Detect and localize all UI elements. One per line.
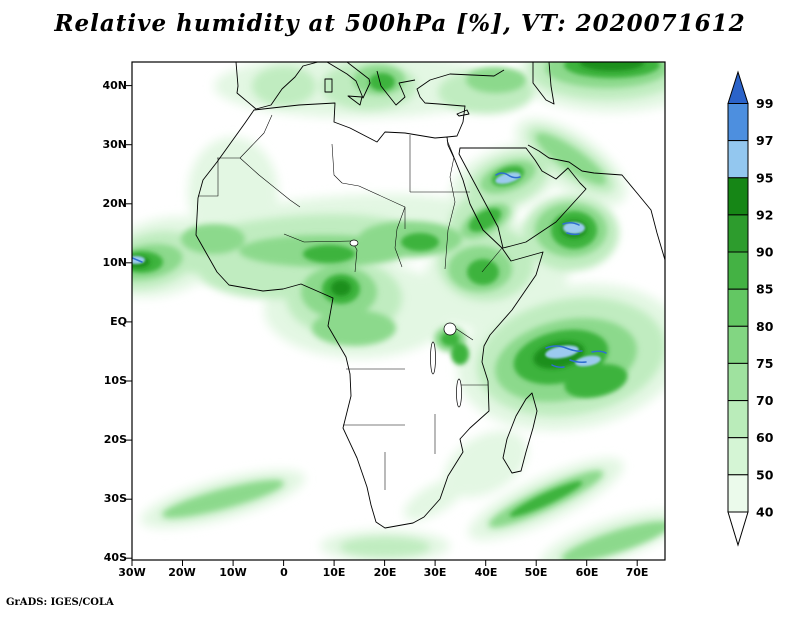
colorbar-tick-label: 60 xyxy=(756,430,774,445)
nile-river xyxy=(444,139,456,270)
colorbar-tick-label: 97 xyxy=(756,133,773,148)
colorbar-tick-label: 40 xyxy=(756,505,774,520)
lat-tick-label: EQ xyxy=(110,315,127,328)
lon-tick-label: 40E xyxy=(474,566,498,579)
colorbar-tick-label: 80 xyxy=(756,319,774,334)
lon-tick-label: 20E xyxy=(373,566,397,579)
lon-tick-label: 10E xyxy=(322,566,346,579)
colorbar-segment xyxy=(727,437,749,476)
lon-tick-label: 30W xyxy=(118,566,146,579)
colorbar-segment xyxy=(727,400,749,439)
lon-tick-label: 60E xyxy=(575,566,599,579)
map-outlines xyxy=(195,62,665,529)
colorbar: 99 97 95 92 90 85 80 75 70 60 50 40 xyxy=(727,70,774,547)
colorbar-segment xyxy=(727,288,749,327)
colorbar-segment xyxy=(727,140,749,179)
plot-frame xyxy=(131,61,666,561)
cyprus-coastline xyxy=(456,109,470,117)
colorbar-tick-label: 99 xyxy=(756,96,773,111)
colorbar-segment xyxy=(727,362,749,402)
madagascar-coastline xyxy=(502,392,538,474)
lon-tick-label: 10W xyxy=(219,566,247,579)
colorbar-tick-label: 70 xyxy=(756,393,774,408)
lat-tick-label: 10N xyxy=(102,256,127,269)
colorbar-segment xyxy=(727,103,749,142)
colorbar-tick-label: 85 xyxy=(756,282,773,297)
country-borders xyxy=(198,114,503,490)
sardinia-coastline xyxy=(324,78,333,93)
lat-tick-label: 30S xyxy=(103,492,127,505)
caspian-coastline xyxy=(532,62,555,105)
lat-tick-label: 20N xyxy=(102,197,127,210)
levant-turkey-coastline xyxy=(416,69,505,138)
sicily-coastline xyxy=(347,95,363,106)
page-title: Relative humidity at 500hPa [%], VT: 202… xyxy=(54,10,746,37)
iberia-coastline xyxy=(235,62,319,110)
colorbar-labels: 99 97 95 92 90 85 80 75 70 60 50 40 xyxy=(756,96,774,520)
colorbar-tick-label: 92 xyxy=(756,207,773,222)
colorbar-arrow-bottom xyxy=(727,511,749,547)
africa-coastline xyxy=(195,102,544,529)
axis-ticks xyxy=(126,85,638,566)
lon-tick-label: 20W xyxy=(168,566,196,579)
lat-tick-label: 40S xyxy=(103,551,127,564)
grads-credit: GrADS: IGES/COLA xyxy=(6,597,114,608)
colorbar-segment xyxy=(727,177,749,216)
lon-tick-label: 30E xyxy=(423,566,447,579)
lat-tick-label: 30N xyxy=(102,138,127,151)
colorbar-segment xyxy=(727,251,749,290)
greece-coastline xyxy=(376,70,416,106)
lon-tick-label: 50E xyxy=(524,566,548,579)
colorbar-tick-label: 90 xyxy=(756,245,774,260)
colorbar-segment xyxy=(727,474,749,513)
arabia-coastline xyxy=(458,147,587,249)
italy-coastline xyxy=(326,62,371,99)
humidity-map xyxy=(126,61,666,566)
lat-tick-label: 20S xyxy=(103,433,127,446)
humidity-shading xyxy=(132,62,665,560)
lat-tick-label: 40N xyxy=(102,79,127,92)
lakes xyxy=(349,239,462,408)
lon-tick-label: 0 xyxy=(280,566,288,579)
colorbar-tick-label: 50 xyxy=(756,467,774,482)
colorbar-tick-label: 75 xyxy=(756,356,773,371)
lat-tick-label: 10S xyxy=(103,374,127,387)
lon-tick-label: 70E xyxy=(625,566,649,579)
colorbar-segment xyxy=(727,214,749,253)
colorbar-tick-label: 95 xyxy=(756,170,773,185)
iran-india-coastline xyxy=(527,144,665,261)
colorbar-segment xyxy=(727,325,749,364)
shade-layer-97-99 xyxy=(132,172,607,368)
colorbar-arrow-top xyxy=(727,70,749,104)
